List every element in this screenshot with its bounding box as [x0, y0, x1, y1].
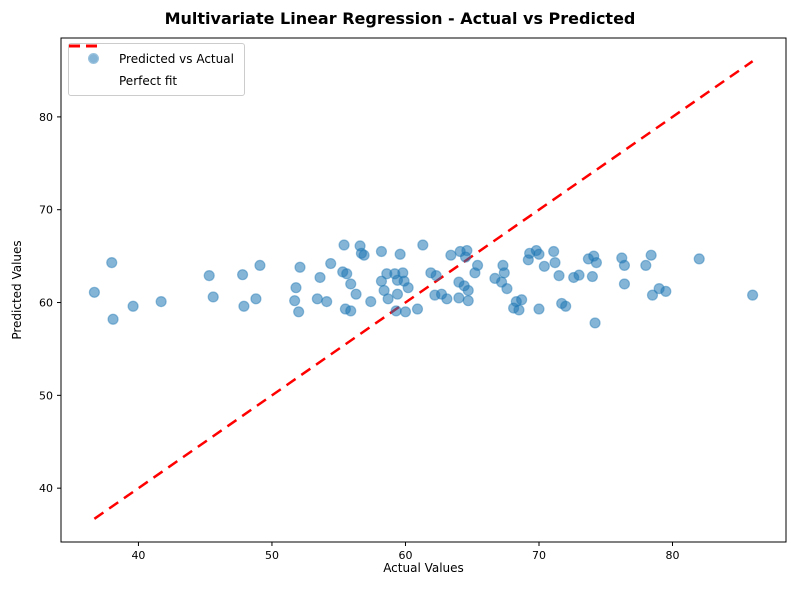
scatter-marker-icon [88, 54, 98, 63]
scatter-point [618, 278, 631, 290]
scatter-point [106, 257, 118, 269]
dashed-line-icon [69, 44, 103, 48]
scatter-point [338, 239, 350, 251]
y-tick-label: 60 [39, 297, 53, 310]
scatter-point [107, 313, 119, 325]
scatter-point [375, 245, 388, 258]
scatter-point [445, 249, 457, 261]
x-tick-label: 40 [131, 549, 145, 562]
scatter-point [345, 278, 357, 290]
scatter-point [375, 275, 388, 287]
scatter-point [402, 282, 414, 294]
scatter-point [573, 269, 585, 281]
scatter-point [646, 289, 659, 301]
scatter-point [498, 267, 510, 279]
scatter-point [290, 282, 302, 294]
scatter-point [391, 288, 404, 300]
y-tick-label: 70 [39, 204, 53, 217]
scatter-point [560, 300, 572, 312]
scatter-point [501, 283, 513, 295]
y-tick-label: 80 [39, 111, 53, 124]
scatter-point [430, 270, 442, 282]
scatter-point [441, 293, 453, 305]
scatter-point [294, 261, 306, 273]
scatter-point [549, 257, 561, 269]
scatter-point [350, 288, 362, 300]
scatter-point [618, 259, 631, 272]
scatter-point [341, 268, 353, 280]
scatter-point [345, 305, 357, 317]
scatter-point [462, 284, 474, 297]
scatter-point [417, 239, 429, 251]
scatter-point [203, 270, 215, 282]
perfect-fit-line [93, 60, 754, 520]
scatter-point [548, 245, 560, 258]
scatter-point [88, 286, 100, 298]
legend-item-line: Perfect fit [69, 44, 234, 89]
scatter-point [462, 295, 474, 307]
scatter-point [365, 296, 377, 308]
scatter-point [411, 303, 424, 315]
scatter-point [378, 284, 390, 297]
legend-label-line: Perfect fit [119, 73, 178, 88]
scatter-point [590, 257, 603, 269]
scatter-point [207, 291, 219, 303]
y-tick-label: 50 [39, 389, 53, 402]
scatter-point [250, 293, 262, 305]
scatter-point [358, 249, 370, 261]
scatter-point [589, 317, 601, 329]
x-tick-label: 80 [666, 549, 680, 562]
scatter-point [382, 293, 394, 305]
y-tick-label: 40 [39, 482, 53, 495]
legend-label-scatter: Predicted vs Actual [119, 51, 234, 66]
x-tick-label: 50 [265, 549, 279, 562]
scatter-point [469, 267, 481, 279]
scatter-point [238, 300, 250, 312]
legend-item-scatter: Predicted vs Actual [76, 50, 234, 67]
scatter-point [289, 295, 301, 307]
y-axis-label: Predicted Values [10, 240, 24, 340]
scatter-point [553, 270, 565, 282]
scatter-point [325, 257, 337, 270]
scatter-point [236, 269, 249, 281]
scatter-point [538, 260, 550, 272]
scatter-point [533, 303, 545, 315]
scatter-point [390, 305, 402, 317]
scatter-point [155, 296, 167, 308]
chart-title: Multivariate Linear Regression - Actual … [164, 9, 636, 28]
scatter-point [399, 306, 412, 318]
scatter-point [586, 270, 598, 283]
scatter-point [311, 293, 323, 305]
scatter-point [127, 300, 139, 312]
scatter-point [254, 259, 266, 272]
scatter-point [293, 306, 305, 318]
scatter-point [314, 271, 326, 284]
x-axis-label: Actual Values [383, 561, 464, 575]
scatter-point [640, 259, 652, 272]
scatter-point [321, 296, 333, 308]
scatter-point [660, 285, 672, 297]
scatter-point [747, 289, 759, 301]
x-tick-label: 70 [532, 549, 546, 562]
scatter-point [533, 248, 545, 260]
scatter-point [516, 294, 528, 306]
legend: Predicted vs Actual Perfect fit [68, 43, 245, 96]
scatter-point [459, 251, 472, 263]
scatter-point [645, 249, 657, 261]
scatter-point [693, 253, 705, 265]
scatter-point [394, 248, 406, 260]
plot-area [60, 37, 787, 543]
scatter-point [453, 292, 465, 304]
x-tick-label: 60 [398, 549, 412, 562]
scatter-point [522, 254, 534, 266]
legend-handle [76, 54, 110, 63]
